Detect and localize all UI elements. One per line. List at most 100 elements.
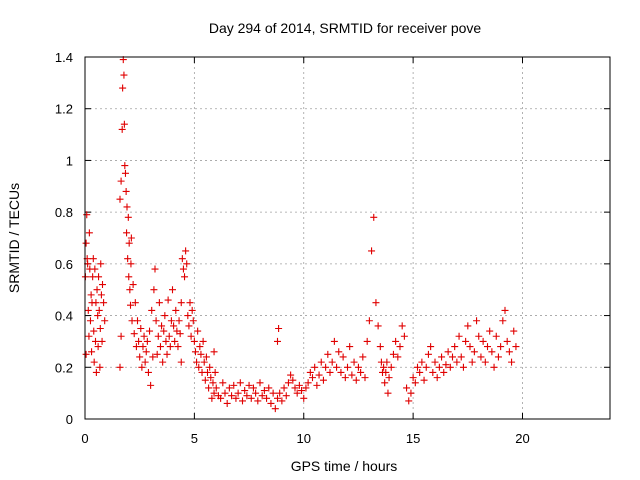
data-point: [188, 306, 196, 314]
data-point: [462, 337, 470, 345]
data-point: [176, 330, 184, 338]
data-point: [407, 389, 415, 397]
data-point: [158, 322, 166, 330]
data-point: [95, 273, 103, 281]
data-point: [382, 368, 390, 376]
data-point: [490, 363, 498, 371]
data-point: [178, 255, 186, 263]
data-point: [479, 337, 487, 345]
data-point: [156, 343, 164, 351]
data-point: [185, 322, 193, 330]
data-point: [141, 358, 149, 366]
data-point: [372, 299, 380, 307]
data-point: [359, 353, 367, 361]
data-point: [89, 273, 97, 281]
data-point: [193, 358, 201, 366]
data-point: [200, 358, 208, 366]
data-point: [333, 363, 341, 371]
data-point: [451, 343, 459, 351]
data-point: [137, 325, 145, 332]
data-point: [315, 371, 323, 379]
data-point: [205, 384, 213, 392]
data-point: [505, 348, 513, 356]
data-point: [161, 312, 169, 320]
x-tick-label: 20: [515, 431, 529, 446]
data-point: [96, 325, 104, 332]
data-point: [494, 353, 502, 361]
data-point: [306, 368, 314, 376]
data-point: [94, 312, 102, 320]
data-point: [381, 379, 389, 387]
data-point: [330, 337, 338, 345]
data-point: [420, 376, 428, 384]
data-point: [132, 343, 140, 351]
data-point: [510, 327, 518, 335]
data-point: [276, 389, 284, 397]
data-point: [87, 291, 95, 299]
data-point: [85, 332, 93, 340]
data-point: [442, 361, 450, 369]
data-point: [152, 317, 160, 325]
data-point: [260, 387, 268, 395]
data-point: [92, 299, 100, 307]
data-point: [384, 389, 392, 397]
data-point: [164, 296, 172, 304]
data-point: [344, 363, 351, 371]
plot-frame: [84, 56, 611, 420]
data-point: [94, 343, 102, 351]
data-point: [370, 213, 378, 221]
data-point: [159, 358, 167, 366]
data-point: [400, 332, 408, 340]
data-point: [484, 343, 491, 351]
data-point: [121, 162, 129, 170]
data-point: [138, 363, 146, 371]
data-point: [293, 389, 301, 397]
data-point: [271, 405, 279, 413]
data-point: [202, 353, 210, 361]
data-point: [247, 394, 255, 402]
data-point: [127, 260, 135, 268]
data-point: [171, 337, 179, 345]
data-point: [97, 260, 105, 268]
x-tick-labels: 0 5 10 15 20: [81, 431, 529, 446]
data-point: [322, 363, 330, 371]
data-point: [160, 327, 168, 335]
data-point: [282, 392, 290, 400]
data-point: [389, 350, 397, 358]
data-point: [96, 363, 104, 371]
data-point: [249, 384, 257, 392]
y-tick-label: 0.2: [55, 360, 73, 375]
data-point: [503, 337, 511, 345]
data-point: [211, 368, 219, 376]
data-points: [81, 56, 520, 413]
data-point: [148, 306, 156, 314]
data-point: [147, 381, 155, 389]
data-point: [126, 286, 134, 294]
data-point: [431, 358, 439, 366]
data-point: [84, 306, 92, 314]
data-point: [418, 358, 426, 366]
data-point: [365, 317, 373, 325]
y-tick-label: 0: [66, 412, 73, 427]
data-point: [194, 327, 202, 335]
data-point: [95, 306, 103, 314]
data-point: [341, 374, 349, 382]
data-point: [120, 120, 128, 128]
data-point: [139, 343, 147, 351]
data-point: [346, 343, 354, 351]
data-point: [97, 291, 105, 299]
data-point: [142, 348, 150, 356]
data-point: [265, 384, 273, 392]
data-point: [123, 203, 131, 211]
data-point: [398, 322, 406, 330]
data-point: [197, 350, 205, 358]
data-point: [116, 195, 124, 203]
data-point: [199, 337, 207, 345]
data-point: [189, 317, 197, 325]
data-point: [319, 376, 327, 384]
data-point: [326, 368, 334, 376]
data-point: [278, 397, 286, 405]
data-point: [267, 399, 275, 407]
y-tick-label: 1: [66, 153, 73, 168]
